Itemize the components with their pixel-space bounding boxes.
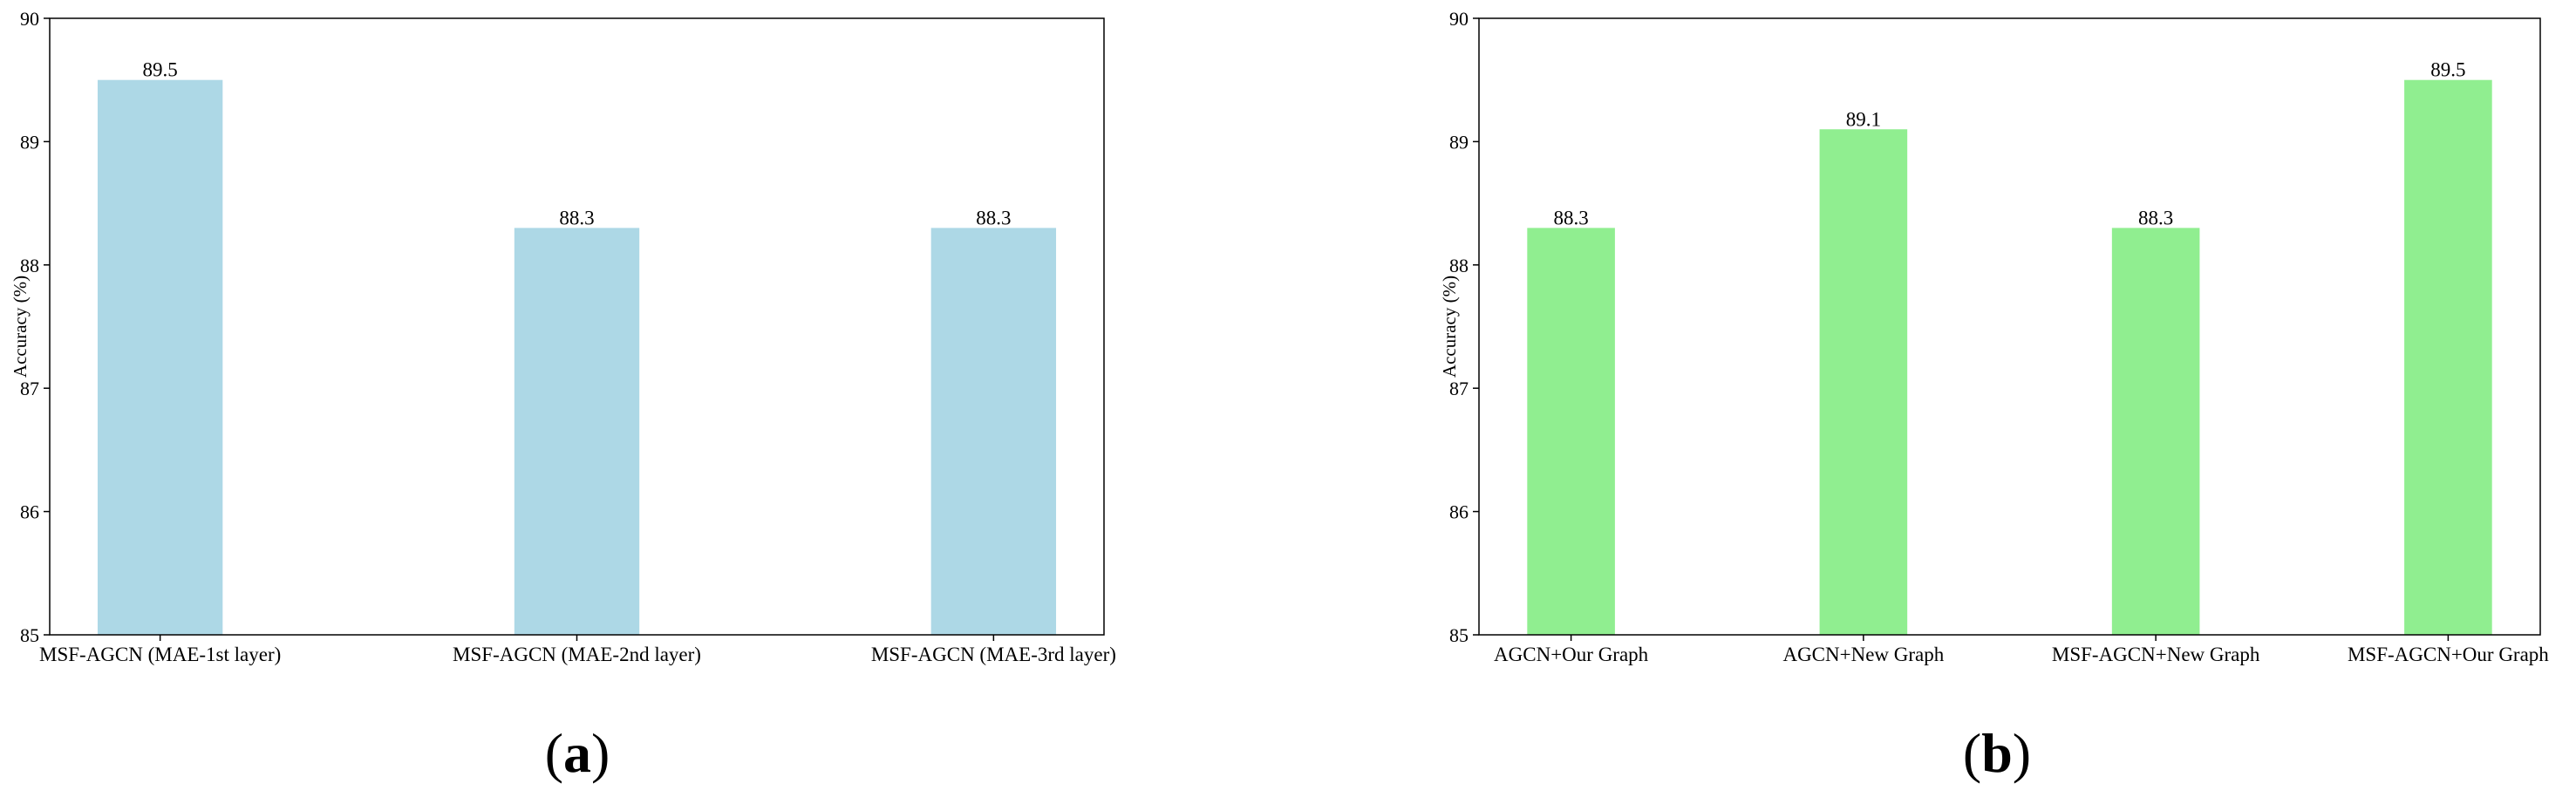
- chart-panel-b: 88.3 AGCN+Our Graph 89.1 AGCN+New Graph 88.3…: [1439, 8, 2549, 784]
- bar-value-label: 88.3: [2138, 207, 2173, 228]
- x-tick-label: MSF-AGCN (MAE-3rd layer): [871, 644, 1116, 665]
- bar: [930, 228, 1057, 635]
- y-tick-label: 85: [20, 624, 39, 646]
- panel-letter: a: [563, 722, 591, 784]
- bar: [514, 228, 640, 635]
- plot-frame: [49, 17, 1105, 636]
- x-tick-label: AGCN+New Graph: [1782, 644, 1944, 665]
- bar: [1819, 129, 1908, 635]
- y-tick-label: 87: [1449, 378, 1469, 399]
- y-tick-label: 90: [20, 8, 39, 30]
- panel-label: (a): [545, 722, 610, 784]
- panel-letter: b: [1981, 722, 2013, 784]
- x-tick-label: MSF-AGCN+New Graph: [2052, 644, 2260, 665]
- y-tick-label: 86: [1449, 501, 1469, 523]
- bar-value-label: 88.3: [976, 207, 1011, 228]
- bar-value-label: 88.3: [559, 207, 594, 228]
- y-tick-label: 90: [1449, 8, 1469, 30]
- y-tick-label: 89: [1449, 131, 1469, 153]
- y-tick-label: 87: [20, 378, 39, 399]
- panel-label: (b): [1963, 722, 2031, 784]
- plot-frame: [1478, 17, 2541, 636]
- bar: [2404, 79, 2492, 635]
- bar: [1527, 228, 1615, 635]
- bar: [2111, 228, 2200, 635]
- bar-value-label: 89.5: [2430, 59, 2465, 81]
- bar-value-label: 89.1: [1846, 108, 1881, 130]
- x-tick-label: AGCN+Our Graph: [1494, 644, 1649, 665]
- bar-value-label: 89.5: [143, 59, 178, 81]
- x-tick-label: MSF-AGCN+Our Graph: [2348, 644, 2549, 665]
- y-axis-label: Accuracy (%): [1439, 276, 1460, 378]
- x-tick-label: MSF-AGCN (MAE-1st layer): [39, 644, 281, 665]
- y-tick-label: 89: [20, 131, 39, 153]
- y-tick-label: 88: [20, 255, 39, 276]
- y-tick-label: 85: [1449, 624, 1469, 646]
- y-axis-label: Accuracy (%): [10, 276, 31, 378]
- chart-panel-a: 89.5 MSF-AGCN (MAE-1st layer) 88.3 MSF-AGCN…: [10, 8, 1116, 784]
- bar: [97, 79, 223, 635]
- y-tick-label: 86: [20, 501, 39, 523]
- x-tick-label: MSF-AGCN (MAE-2nd layer): [453, 644, 701, 665]
- y-tick-label: 88: [1449, 255, 1469, 276]
- bar-value-label: 88.3: [1553, 207, 1588, 228]
